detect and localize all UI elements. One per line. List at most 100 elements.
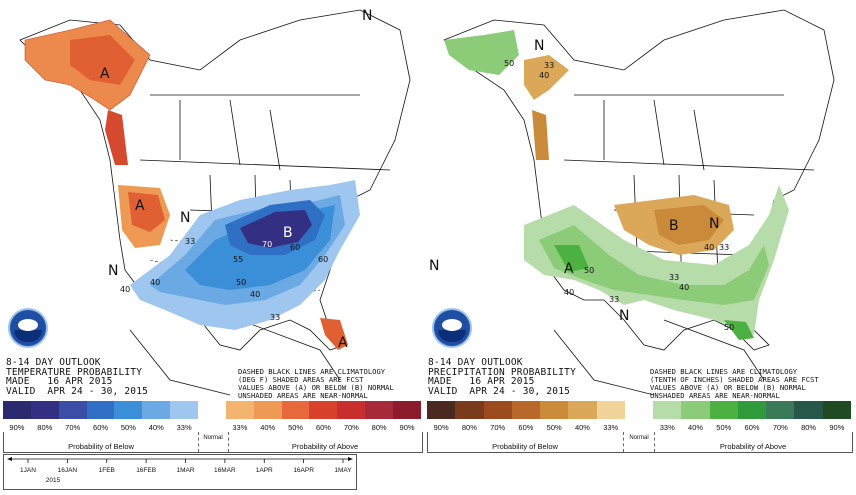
timeline-label: 1JAN [20,467,36,474]
colorbar-tick-label: 70% [490,423,506,432]
colorbar-tick-label: 50% [716,423,732,432]
colorbar-tick-label: 90% [433,423,449,432]
precipitation-notes: DASHED BLACK LINES ARE CLIMATOLOGY (TENT… [650,368,819,400]
svg-text:40: 40 [564,288,574,297]
colorbar-swatch [540,401,569,419]
timeline-label: 16APR [293,467,314,474]
svg-text:N: N [709,216,719,232]
timeline-label: 1MAR [176,467,195,474]
title-line-1: 8-14 DAY OUTLOOK [6,357,101,368]
svg-text:33: 33 [185,237,195,246]
svg-text:B: B [669,218,679,234]
colorbar-tick-label: 60% [518,423,534,432]
colorbar-swatch [794,401,823,419]
note-line-4: UNSHADED AREAS ARE NEAR-NORMAL [238,391,368,400]
colorbar-swatch [653,401,682,419]
colorbar-swatch [483,401,512,419]
title-line-2: PRECIPITATION PROBABILITY [428,366,576,378]
svg-text:40: 40 [704,243,714,252]
colorbar-swatch [681,401,710,419]
title-line-3: MADE 16 APR 2015 [6,376,113,387]
colorbar-swatch [114,401,143,419]
svg-text:A: A [564,261,574,277]
precipitation-normal-label: Normal [629,435,649,441]
colorbar-swatch [198,401,226,419]
precipitation-legend: Probability of Below Normal Probability … [427,432,853,453]
title-line-4: VALID APR 24 - 30, 2015 [428,385,571,397]
colorbar-tick-label: 90% [9,423,25,432]
svg-text:N: N [362,8,372,24]
precipitation-map: N A B N N N 40 33 50 40 33 40 33 40 33 5… [429,9,835,396]
title-line-4: VALID APR 24 - 30, 2015 [6,385,149,397]
temperature-colorbar [3,401,421,419]
colorbar-swatch [58,401,87,419]
note-line-2: (DEG F) SHADED AREAS ARE FCST [238,375,364,384]
colorbar-swatch [365,401,394,419]
temperature-above-label: Probability of Above [291,442,359,451]
colorbar-swatch [624,401,654,419]
date-timeline: 1JAN 16JAN 1FEB 16FEB 1MAR 16MAR 1APR 16APR 1MAY… [3,454,357,490]
precipitation-above-label: Probability of Above [719,442,787,451]
svg-text:N: N [108,263,118,279]
timeline-label: 16FEB [136,467,157,474]
timeline-axis [3,454,357,490]
colorbar-swatch [281,401,310,419]
svg-text:A: A [338,335,348,351]
timeline-label: 1MAY [334,467,352,474]
colorbar-swatch [709,401,738,419]
colorbar-swatch [737,401,767,419]
temperature-map: A A B N N N A 33 40 55 50 70 60 60 40 33… [19,8,411,396]
colorbar-tick-label: 50% [120,423,136,432]
colorbar-swatch [455,401,484,419]
colorbar-swatch [766,401,795,419]
svg-text:33: 33 [719,243,729,252]
colorbar-tick-label: 60% [93,423,109,432]
svg-text:33: 33 [270,313,280,322]
svg-text:40: 40 [150,278,160,287]
colorbar-tick-label: 70% [65,423,81,432]
timeline-year: 2015 [45,477,61,484]
svg-text:70: 70 [262,240,272,249]
precipitation-below-label: Probability of Below [492,442,558,451]
svg-text:B: B [283,225,293,241]
note-line-1: DASHED BLACK LINES ARE CLIMATOLOGY [650,367,798,376]
svg-text:40: 40 [120,285,130,294]
temperature-normal-label: Normal [203,435,223,441]
colorbar-tick-label: 80% [371,423,387,432]
svg-text:N: N [429,258,439,274]
title-line-2: TEMPERATURE PROBABILITY [6,366,143,378]
colorbar-tick-label: 80% [37,423,53,432]
colorbar-swatch [427,401,456,419]
svg-text:50: 50 [584,266,594,275]
svg-text:N: N [180,210,190,226]
temperature-notes: DASHED BLACK LINES ARE CLIMATOLOGY (DEG … [238,368,394,400]
colorbar-tick-label: 80% [801,423,817,432]
svg-text:40: 40 [679,283,689,292]
note-line-3: VALUES ABOVE (A) OR BELOW (B) NORMAL [238,383,394,392]
colorbar-tick-label: 40% [148,423,164,432]
precipitation-colorbar-ticks: 90% 80% 70% 60% 50% 40% 33% 33% 40% 50% 60% 70% 80% 9… [427,423,851,433]
alaska-a-label: A [100,66,110,82]
colorbar-swatch [3,401,31,419]
note-line-1: DASHED BLACK LINES ARE CLIMATOLOGY [238,367,386,376]
colorbar-swatch [596,401,625,419]
colorbar-swatch [822,401,851,419]
svg-text:N: N [534,38,544,54]
temperature-below-label: Probability of Below [68,442,134,451]
precipitation-title: 8-14 DAY OUTLOOK PRECIPITATION PROBABILI… [428,358,576,396]
colorbar-swatch [86,401,115,419]
svg-text:33: 33 [609,295,619,304]
colorbar-swatch [170,401,199,419]
colorbar-swatch [253,401,282,419]
title-line-3: MADE 16 APR 2015 [428,376,535,387]
colorbar-tick-label: 60% [315,423,331,432]
noaa-logo-text: NOAA [443,323,461,329]
temperature-legend: Probability of Below Normal Probability … [3,432,423,453]
colorbar-tick-label: 40% [260,423,276,432]
colorbar-tick-label: 33% [176,423,192,432]
svg-text:33: 33 [669,273,679,282]
timeline-label: 1FEB [98,467,115,474]
noaa-logo: NOAA [432,308,472,348]
colorbar-swatch [225,401,254,419]
temperature-title: 8-14 DAY OUTLOOK TEMPERATURE PROBABILITY… [6,358,148,396]
